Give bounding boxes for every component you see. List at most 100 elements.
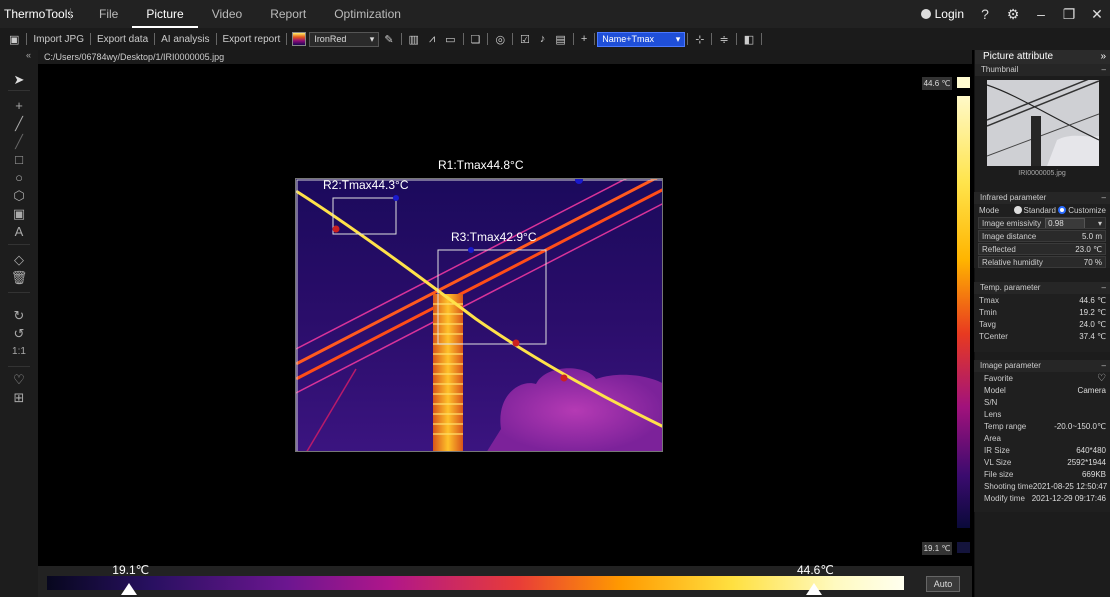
- favorite-icon[interactable]: ♡: [13, 372, 25, 387]
- histogram-icon[interactable]: ▥: [408, 33, 419, 46]
- add-point-icon[interactable]: ⊹: [695, 33, 705, 46]
- restore-icon[interactable]: ❐: [1062, 5, 1076, 22]
- palette-swatch-icon[interactable]: [292, 32, 307, 46]
- ellipse-tool-icon[interactable]: ○: [15, 170, 23, 185]
- param-value: -20.0~150.0℃: [1054, 421, 1106, 431]
- eyedropper-icon[interactable]: ✎: [384, 33, 394, 46]
- temp-row-tmax: Tmax 44.6 ℃: [974, 294, 1110, 306]
- microphone-icon[interactable]: ♪: [539, 33, 546, 45]
- temp-header: Temp. parameter –: [974, 282, 1110, 294]
- temp-label: Tmax: [979, 295, 999, 305]
- param-label: File size: [984, 469, 1014, 479]
- mode-customize-label: Customize: [1068, 205, 1106, 215]
- temp-title: Temp. parameter: [980, 283, 1041, 292]
- help-icon[interactable]: ?: [981, 6, 989, 22]
- temp-parameter-section: Temp. parameter – Tmax 44.6 ℃ Tmin 19.2 ℃ …: [974, 282, 1110, 352]
- polyline-tool-icon[interactable]: ╱: [15, 134, 23, 149]
- thermal-image[interactable]: [295, 178, 663, 452]
- range-max-handle[interactable]: [806, 583, 822, 595]
- emissivity-label: Image emissivity: [982, 218, 1042, 228]
- text-tool-icon[interactable]: A: [14, 224, 24, 239]
- reflected-row[interactable]: Reflected 23.0 ℃: [978, 243, 1106, 255]
- infrared-title: Infrared parameter: [980, 193, 1047, 202]
- menu-optimization[interactable]: Optimization: [334, 7, 401, 21]
- expand-panel-icon[interactable]: »: [1100, 51, 1106, 62]
- pointer-icon[interactable]: ➤: [13, 72, 25, 87]
- param-label: Model: [984, 385, 1006, 395]
- display-icon[interactable]: ▭: [445, 33, 456, 46]
- radio-customize[interactable]: [1058, 206, 1067, 215]
- close-icon[interactable]: ✕: [1091, 5, 1103, 22]
- line-chart-icon[interactable]: ⩘: [428, 32, 436, 45]
- scale-min-marker[interactable]: [957, 542, 970, 553]
- chevron-down-icon: ▾: [369, 33, 375, 44]
- collapse-icon[interactable]: –: [1101, 283, 1106, 292]
- note-icon[interactable]: ▤: [555, 33, 566, 46]
- auto-range-button[interactable]: Auto: [926, 576, 960, 592]
- temp-value: 44.6 ℃: [1079, 295, 1106, 305]
- r2-max-marker: [393, 195, 399, 201]
- palette-select[interactable]: IronRed ▾: [309, 31, 380, 47]
- toolbar-separator: [286, 33, 288, 45]
- eraser-icon[interactable]: ◇: [14, 252, 24, 267]
- menu-file[interactable]: File: [99, 7, 119, 21]
- toolbar-separator: [26, 33, 28, 45]
- add-image-icon[interactable]: ⊞: [13, 390, 25, 405]
- export-data-button[interactable]: Export data: [96, 33, 149, 45]
- humidity-row[interactable]: Relative humidity 70 %: [978, 256, 1106, 268]
- label-mode-select[interactable]: Name+Tmax ▾: [597, 31, 686, 47]
- login-button[interactable]: Login: [920, 7, 964, 21]
- tool-divider: [8, 292, 30, 293]
- rotate-back-icon[interactable]: ↺: [13, 326, 25, 341]
- panel-title: Picture attribute: [983, 51, 1054, 62]
- line-tool-icon[interactable]: ╱: [15, 116, 23, 131]
- layers-icon[interactable]: ◧: [743, 33, 755, 46]
- heart-icon[interactable]: ♡: [1097, 372, 1106, 384]
- menu-video[interactable]: Video: [211, 7, 243, 21]
- ai-analysis-button[interactable]: AI analysis: [161, 33, 210, 45]
- toolbar-separator: [89, 33, 91, 45]
- fusion-icon[interactable]: ◎: [495, 33, 506, 46]
- edit-icon[interactable]: ☑: [520, 33, 530, 46]
- rectangle-tool-icon[interactable]: □: [15, 152, 23, 167]
- collapse-icon[interactable]: –: [1101, 361, 1106, 370]
- collapse-icon[interactable]: –: [1101, 193, 1106, 202]
- add-line-icon[interactable]: ≑: [719, 33, 729, 46]
- save-icon[interactable]: ▣: [9, 33, 20, 46]
- toolbar: ▣ Import JPG Export data AI analysis Exp…: [0, 28, 1110, 50]
- thumbnail-image[interactable]: [987, 80, 1099, 166]
- scale-min-label: 19.1 ℃: [922, 542, 952, 555]
- panel-header: Picture attribute »: [975, 50, 1110, 64]
- copy-icon[interactable]: ❏: [470, 33, 481, 46]
- ratio-button[interactable]: 1:1: [12, 346, 26, 357]
- minimize-icon[interactable]: –: [1037, 6, 1045, 22]
- menu-report[interactable]: Report: [270, 7, 307, 21]
- distance-row[interactable]: Image distance 5.0 m: [978, 230, 1106, 242]
- range-min-label: 19.1℃: [112, 563, 150, 577]
- gear-icon[interactable]: ⚙: [1006, 5, 1020, 22]
- collapse-left-icon[interactable]: «: [26, 50, 32, 60]
- crosshair-icon[interactable]: +: [580, 33, 588, 45]
- delete-icon[interactable]: 🗑: [10, 270, 28, 285]
- param-label: VL Size: [984, 457, 1012, 467]
- point-tool-icon[interactable]: +: [15, 98, 23, 113]
- rotate-icon[interactable]: ↻: [13, 308, 25, 323]
- temp-label: Tmin: [979, 307, 997, 317]
- collapse-icon[interactable]: –: [1101, 65, 1106, 74]
- horizontal-color-scale[interactable]: [47, 576, 904, 590]
- isotherm-tool-icon[interactable]: ▣: [12, 206, 26, 221]
- range-max-label: 44.6℃: [797, 563, 834, 577]
- tool-divider: [8, 366, 30, 367]
- scale-max-marker[interactable]: [957, 77, 970, 88]
- thumbnail-scene: [987, 80, 1099, 166]
- range-min-handle[interactable]: [121, 583, 138, 595]
- menu-picture[interactable]: Picture: [132, 0, 198, 28]
- r1-max-marker: [575, 179, 583, 184]
- radio-standard[interactable]: [1013, 206, 1022, 215]
- import-jpg-button[interactable]: Import JPG: [33, 33, 84, 45]
- emissivity-input[interactable]: 0.98: [1045, 218, 1086, 228]
- emissivity-dropdown-icon[interactable]: ▾: [1097, 218, 1102, 228]
- export-report-button[interactable]: Export report: [222, 33, 281, 45]
- param-label: Area: [984, 433, 1001, 443]
- polygon-tool-icon[interactable]: ⬡: [13, 188, 25, 203]
